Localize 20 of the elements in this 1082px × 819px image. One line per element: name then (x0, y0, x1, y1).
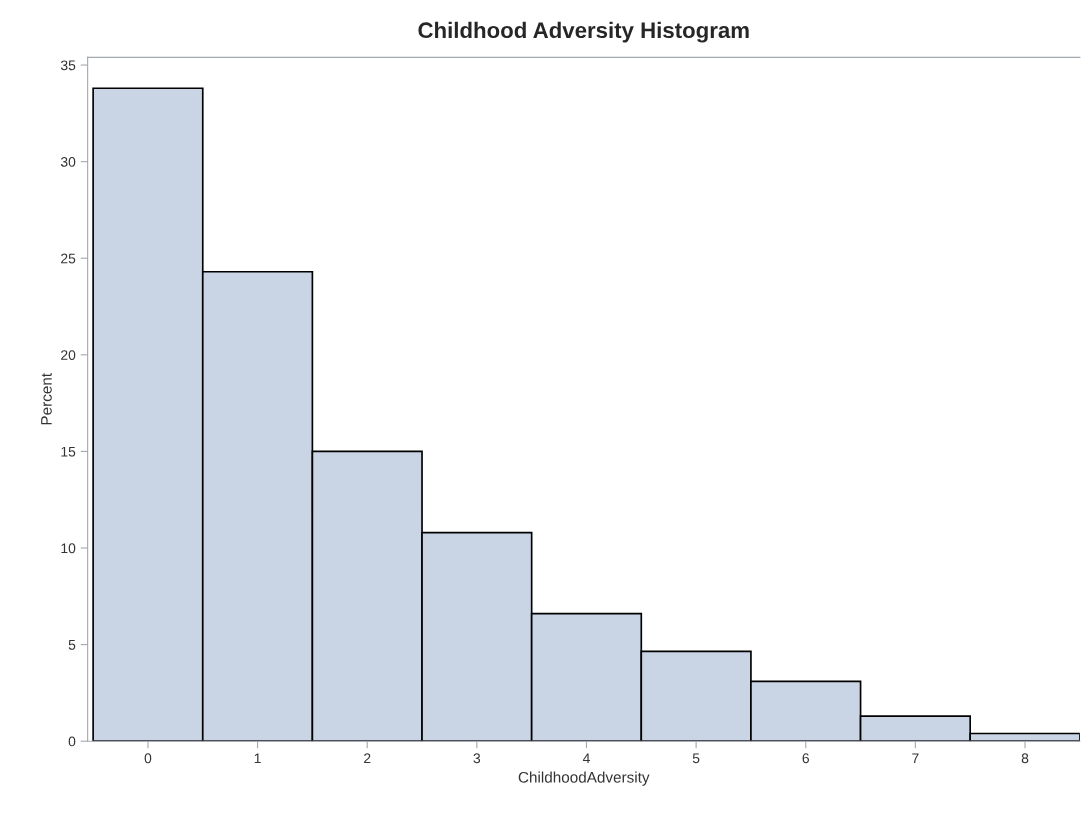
y-tick-label: 5 (68, 640, 76, 650)
y-tick-label: 0 (68, 736, 76, 747)
y-tick-label: 35 (60, 60, 76, 71)
x-tick-label: 7 (912, 753, 919, 764)
y-tick-label: 10 (61, 543, 76, 554)
y-tick-label: 30 (60, 156, 76, 167)
x-axis-title: ChildhoodAdversity (518, 771, 650, 786)
x-tick-label: 1 (254, 753, 261, 764)
x-tick-label: 3 (473, 753, 481, 764)
x-tick-label: 4 (582, 753, 590, 764)
x-tick-label: 6 (802, 753, 809, 764)
chart-title: Childhood Adversity Histogram (418, 21, 749, 43)
y-axis-title: Percent (41, 373, 52, 425)
y-tick-label: 25 (61, 253, 76, 264)
x-tick-label: 0 (144, 753, 152, 764)
x-tick-label: 5 (692, 753, 700, 764)
x-tick-label: 2 (364, 753, 371, 764)
y-tick-label: 20 (61, 350, 76, 360)
y-tick-label: 15 (61, 446, 76, 457)
x-tick-label: 8 (1021, 753, 1029, 764)
